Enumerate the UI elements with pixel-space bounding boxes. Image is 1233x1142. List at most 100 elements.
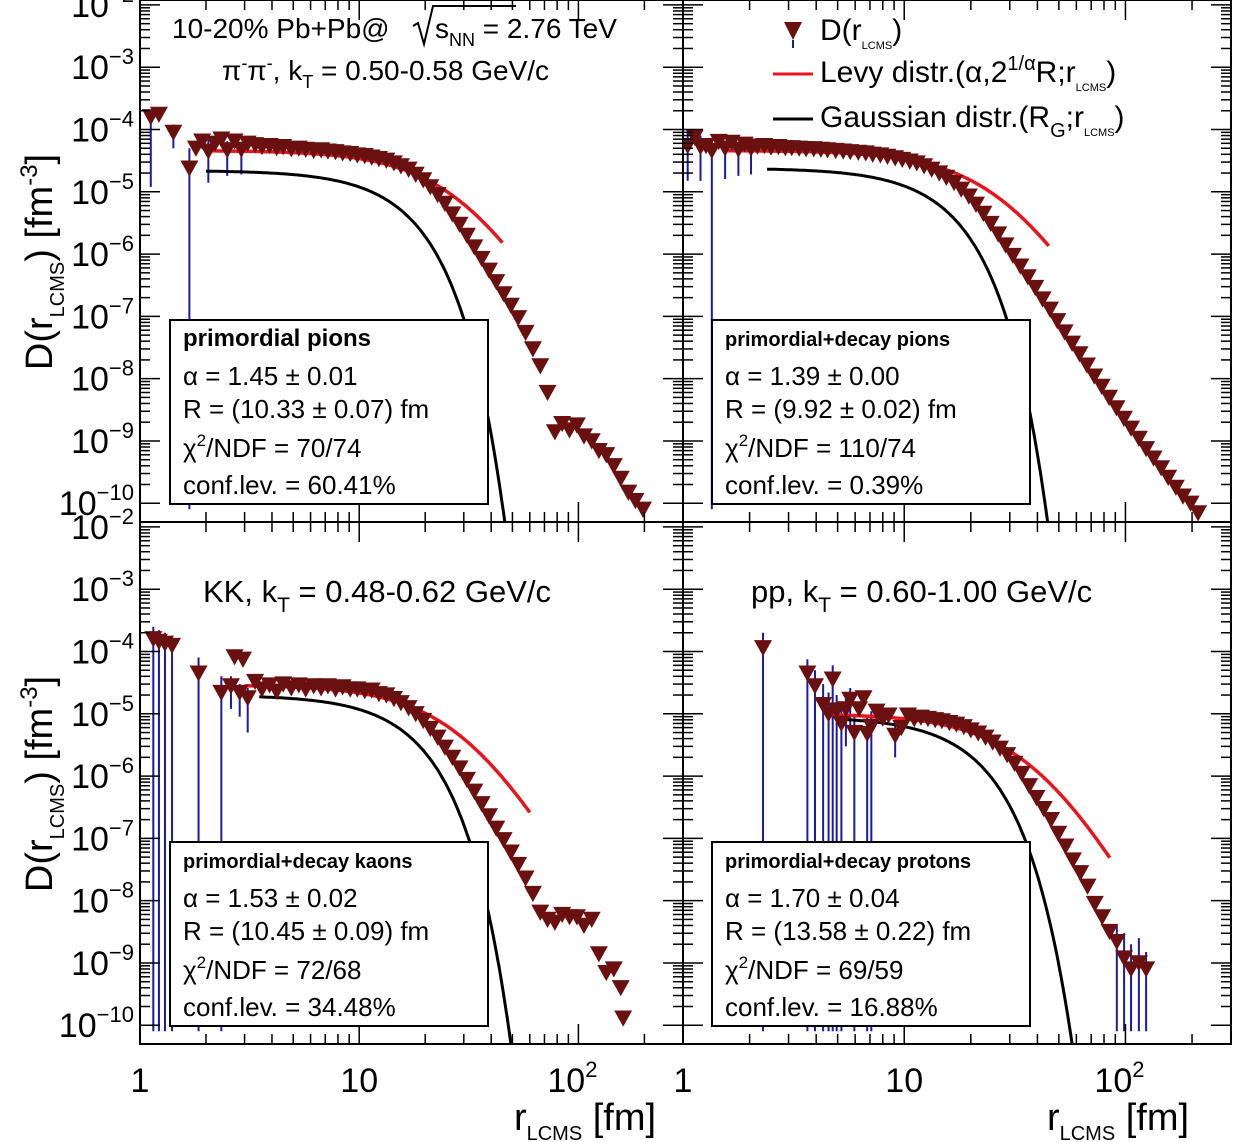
y-tick-exp: −9 — [109, 940, 134, 965]
legend-levy-mid: R;r — [1036, 56, 1076, 89]
data-point — [754, 640, 773, 657]
data-point — [1033, 291, 1052, 308]
y-tick-exp: −6 — [109, 753, 134, 778]
data-point — [1041, 301, 1060, 318]
data-point — [1078, 878, 1097, 895]
fit-box-chi2: χ2/NDF = 69/59 — [725, 953, 903, 985]
data-point — [619, 484, 638, 501]
fit-box-conf: conf.lev. = 34.48% — [183, 992, 396, 1022]
kt-sub: T — [302, 72, 313, 92]
y-tick-exp: −8 — [109, 356, 134, 381]
data-point — [1093, 909, 1112, 926]
header-line1-post: = 2.76 TeV — [475, 13, 617, 44]
header-post: = 0.48-0.62 GeV/c — [290, 574, 551, 609]
data-point — [212, 684, 231, 702]
y-tick-exp: −5 — [109, 169, 134, 194]
y-tick-exp: −4 — [109, 107, 134, 132]
kt-range: = 0.50-0.58 GeV/c — [313, 55, 549, 86]
data-point — [937, 169, 956, 186]
y-tick-exp: −7 — [109, 293, 134, 318]
data-point — [149, 106, 168, 123]
fit-box-radius: R = (9.92 ± 0.02) fm — [725, 394, 957, 424]
data-point — [1152, 460, 1171, 477]
header-bottom-left: KK, kT = 0.48-0.62 GeV/c — [203, 574, 551, 617]
header-line1-s: sNN = 2.76 TeV — [435, 13, 617, 50]
y-tick-label: 10−2 — [71, 504, 134, 547]
y-tick-base: 10 — [71, 820, 109, 858]
data-point — [1012, 765, 1031, 783]
y-tick-exp: −4 — [109, 629, 134, 654]
fit-box-top-left: primordial pions α = 1.45 ± 0.01 R = (10… — [169, 319, 489, 505]
header-post: = 0.60-1.00 GeV/c — [831, 574, 1092, 609]
ylabel-sub: LCMS — [47, 262, 69, 318]
data-point — [1189, 505, 1208, 522]
svg-text:D(rLCMS) [fm-3]: D(rLCMS) [fm-3] — [16, 676, 69, 892]
y-tick-label: 10−6 — [71, 231, 134, 274]
data-markers — [144, 631, 633, 1027]
data-point — [1159, 469, 1178, 486]
x-tick-label: 10 — [340, 1062, 378, 1100]
y-tick-label: 10−6 — [71, 753, 134, 796]
fit-box-frame — [711, 319, 1031, 505]
xlabel-sub: LCMS — [1060, 1123, 1116, 1142]
y-tick-base: 10 — [71, 49, 109, 87]
y-tick-label: 10−4 — [71, 107, 134, 150]
y-tick-exp: −2 — [109, 0, 134, 7]
y-tick-label: 10−9 — [71, 940, 134, 983]
legend-levy-sup: 1/α — [1007, 53, 1035, 75]
data-point — [487, 274, 506, 291]
fit-box-title: primordial pions — [183, 325, 371, 352]
legend-gauss-label: Gaussian distr.(RG;rLCMS) — [820, 101, 1125, 142]
data-point — [516, 870, 535, 887]
data-point — [384, 691, 403, 708]
x-tick-base: 10 — [547, 1062, 585, 1100]
data-point — [604, 961, 623, 978]
x-tick-label: 10 — [885, 1062, 923, 1100]
legend-data-label: D(rLCMS) — [820, 14, 902, 52]
data-point — [472, 250, 491, 268]
fit-box-frame — [169, 841, 489, 1027]
fit-box-radius: R = (13.58 ± 0.22) fm — [725, 916, 971, 946]
data-point — [428, 187, 447, 204]
y-tick-exp: −3 — [109, 566, 134, 591]
data-point — [443, 749, 462, 766]
data-point — [1077, 357, 1096, 374]
fit-box-conf: conf.lev. = 0.39% — [725, 470, 923, 500]
y-tick-exp: −10 — [97, 480, 134, 505]
y-tick-base: 10 — [71, 0, 109, 25]
data-point — [501, 844, 520, 861]
svg-text:D(rLCMS) [fm-3]: D(rLCMS) [fm-3] — [16, 154, 69, 370]
fit-box-chi2: χ2/NDF = 70/74 — [183, 431, 361, 463]
data-point — [567, 417, 586, 434]
data-point — [1107, 933, 1126, 951]
data-point — [567, 909, 586, 926]
legend-data-text: D(r — [820, 14, 862, 47]
x-axis-label-right: rLCMS [fm] — [1047, 1097, 1189, 1142]
data-point — [841, 691, 860, 708]
legend: D(rLCMS) Levy distr.(α,21/αR;rLCMS) Gaus… — [773, 14, 1125, 142]
legend-levy-sub: LCMS — [1076, 82, 1107, 94]
data-point — [1137, 961, 1156, 978]
data-point — [1020, 778, 1039, 795]
data-point — [193, 133, 212, 150]
data-point — [450, 216, 469, 233]
data-point — [582, 433, 601, 450]
axes-layer: 10−210−310−410−510−610−710−810−910−1010−… — [59, 0, 1232, 1100]
header-sub: T — [818, 594, 831, 617]
y-tick-label: 10−8 — [71, 356, 134, 399]
data-point — [989, 226, 1008, 243]
data-point — [428, 729, 447, 746]
data-point — [614, 1010, 633, 1027]
legend-gauss-mid: ;r — [1066, 101, 1084, 134]
data-point — [814, 697, 833, 714]
data-point — [1018, 269, 1037, 286]
legend-data-sub: LCMS — [862, 40, 893, 52]
chi-rest: /NDF = 110/74 — [748, 433, 916, 463]
ylabel-end: ] — [19, 676, 61, 687]
x-tick-base: 10 — [885, 1062, 923, 1100]
fit-box-alpha: α = 1.53 ± 0.02 — [183, 883, 358, 913]
data-point — [457, 227, 476, 244]
y-tick-base: 10 — [59, 1007, 97, 1045]
header-bottom-right: pp, kT = 0.60-1.00 GeV/c — [751, 574, 1092, 617]
data-point — [1063, 335, 1082, 352]
